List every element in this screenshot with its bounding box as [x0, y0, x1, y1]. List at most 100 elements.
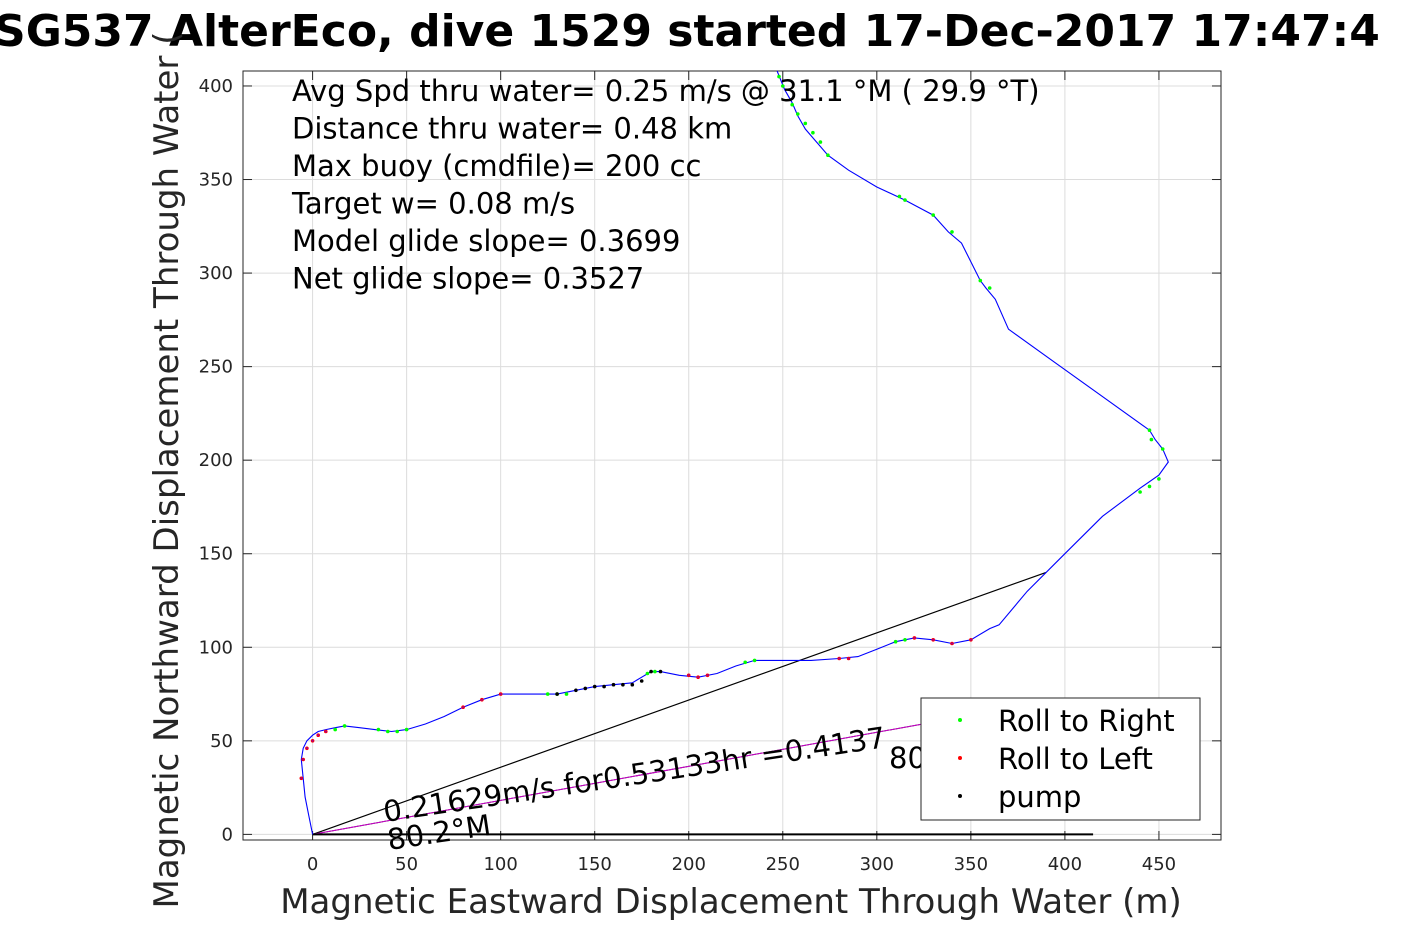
pump-point [658, 669, 663, 674]
roll-left-overlay-point [302, 758, 305, 761]
roll-right-point [653, 669, 657, 674]
depth-averaged-current-line [312, 571, 1047, 835]
roll-right-point [1149, 437, 1154, 442]
pump-point [574, 688, 578, 693]
roll-left-overlay-point [317, 734, 320, 737]
roll-left-overlay-point [913, 636, 916, 639]
roll-right-point [978, 278, 983, 283]
pump-point [611, 682, 616, 687]
stats-annotations: Avg Spd thru water= 0.25 m/s @ 31.1 °M (… [291, 74, 1040, 296]
legend-box [920, 697, 1201, 821]
stats-line: Net glide slope= 0.3527 [292, 262, 644, 296]
roll-right-point [395, 729, 400, 734]
roll-right-point [564, 692, 569, 696]
x-tick-label: 400 [1048, 854, 1082, 875]
roll-right-point [743, 660, 747, 665]
roll-right-point [803, 121, 808, 126]
x-tick-label: 300 [860, 854, 894, 875]
roll-left-overlay-point [838, 657, 841, 660]
pump-point [630, 682, 635, 687]
chart-title: SG537 AlterEco, dive 1529 started 17-Dec… [0, 6, 1380, 57]
roll-left-overlay-point [480, 698, 483, 701]
stats-line: Max buoy (cmdfile)= 200 cc [292, 149, 701, 183]
y-tick-label: 350 [199, 170, 233, 191]
x-tick-label: 450 [1142, 854, 1176, 875]
roll-right-point [950, 230, 954, 234]
roll-right-point [342, 724, 347, 728]
x-tick-label: 350 [954, 854, 988, 875]
x-axis-label: Magnetic Eastward Displacement Through W… [280, 882, 1182, 922]
legend-label: Roll to Left [998, 742, 1153, 776]
data-points [299, 74, 1165, 781]
roll-left-overlay-point [499, 693, 502, 696]
y-tick-label: 100 [199, 637, 233, 658]
y-tick-label: 150 [199, 544, 233, 565]
roll-left-overlay-point [324, 730, 327, 733]
roll-left-overlay-point [847, 657, 850, 660]
pump-point [639, 679, 644, 683]
roll-right-point [781, 84, 785, 88]
roll-right-point [1160, 447, 1165, 451]
y-tick-label: 300 [199, 263, 233, 284]
legend: Roll to Right Roll to Left pump [920, 697, 1201, 821]
roll-right-point [545, 692, 550, 696]
roll-left-overlay-point [969, 638, 972, 641]
roll-right-point [790, 102, 794, 107]
roll-right-point [1157, 477, 1161, 481]
legend-marker [958, 756, 962, 760]
roll-right-point [897, 194, 902, 199]
roll-right-point [376, 727, 381, 732]
data-lines [300, 70, 1169, 836]
pump-point [649, 669, 653, 674]
roll-right-point [931, 213, 935, 217]
y-tick-label: 0 [222, 824, 233, 845]
roll-right-point [752, 658, 757, 663]
stats-line: Target w= 0.08 m/s [291, 187, 575, 221]
legend-label: pump [998, 780, 1081, 814]
pump-point [621, 682, 625, 687]
x-tick-label: 250 [766, 854, 800, 875]
plot-frame [242, 70, 1222, 841]
pump-point [583, 686, 588, 691]
roll-right-point [811, 130, 815, 135]
roll-right-point [333, 727, 338, 732]
stats-line: Distance thru water= 0.48 km [292, 112, 732, 146]
roll-left-overlay-point [462, 706, 465, 709]
pump-point [592, 684, 597, 689]
roll-right-point [1147, 428, 1152, 433]
track-line [300, 70, 1169, 835]
roll-right-point [645, 671, 650, 676]
stats-line: Avg Spd thru water= 0.25 m/s @ 31.1 °M (… [292, 74, 1040, 108]
roll-left-overlay-point [951, 642, 953, 645]
pump-point [555, 692, 559, 696]
x-tick-label: 50 [395, 854, 418, 875]
roll-right-point [1138, 490, 1142, 494]
y-axis-label: Magnetic Northward Displacement Through … [147, 32, 187, 909]
roll-right-point [777, 74, 781, 79]
roll-right-point [903, 638, 907, 642]
roll-right-point [404, 727, 409, 732]
roll-right-point [1147, 484, 1152, 489]
roll-left-overlay-point [305, 747, 308, 750]
y-tick-label: 400 [199, 76, 233, 97]
roll-left-overlay-point [311, 739, 314, 742]
legend-marker [958, 794, 962, 798]
roll-right-point [826, 153, 830, 157]
roll-left-overlay-point [300, 777, 303, 780]
legend-marker [958, 718, 962, 722]
roll-right-point [903, 198, 907, 202]
roll-left-overlay-point [697, 676, 700, 679]
roll-right-point [818, 140, 823, 144]
x-tick-label: 0 [307, 854, 318, 875]
x-tick-label: 150 [578, 854, 612, 875]
y-tick-label: 200 [199, 450, 233, 471]
x-tick-label: 200 [672, 854, 706, 875]
ticks: 0 50 100 150 200 250 300 350 400 450 0 50 100 150 200 2… [199, 71, 1221, 875]
y-tick-label: 50 [210, 731, 233, 752]
roll-right-point [987, 286, 992, 290]
roll-left-overlay-point [706, 674, 709, 677]
stats-line: Model glide slope= 0.3699 [292, 224, 680, 258]
roll-right-point [386, 729, 390, 734]
roll-right-point [796, 112, 800, 116]
